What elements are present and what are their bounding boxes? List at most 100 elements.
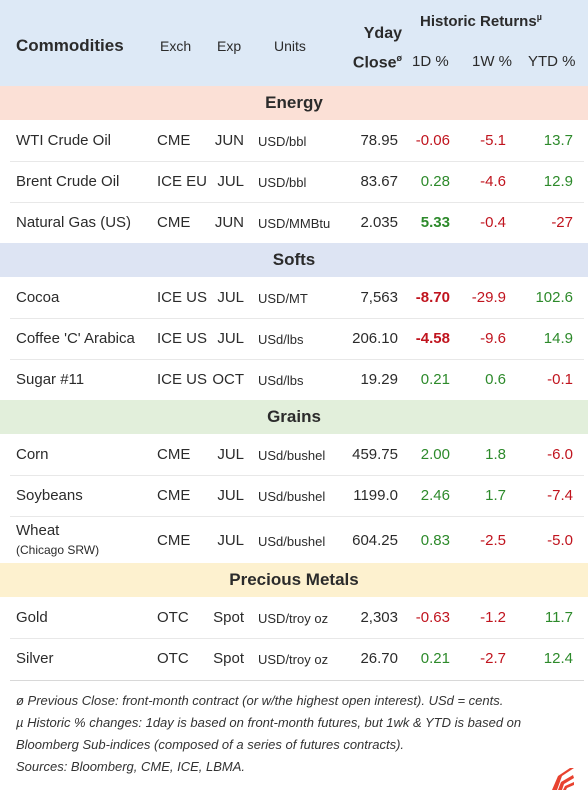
row-ytd: 13.7 bbox=[543, 132, 573, 149]
footnote-sources: Sources: Bloomberg, CME, ICE, LBMA. bbox=[16, 759, 246, 774]
row-close: 26.70 bbox=[360, 650, 398, 667]
header-units: Units bbox=[274, 38, 306, 54]
row-name: Silver bbox=[16, 650, 54, 667]
row-ytd: 102.6 bbox=[535, 289, 573, 306]
row-exp: JUL bbox=[217, 487, 244, 504]
table-bottom-divider bbox=[10, 680, 584, 681]
row-name: Gold bbox=[16, 609, 48, 626]
row-units: USD/troy oz bbox=[258, 611, 329, 626]
table-row-soybeans: Soybeans CME JUL USd/bushel 1199.0 2.46 … bbox=[0, 475, 588, 516]
row-close: 1199.0 bbox=[353, 487, 398, 504]
row-exp: Spot bbox=[213, 650, 244, 667]
row-close: 2,303 bbox=[360, 609, 398, 626]
footnotes: ø Previous Close: front-month contract (… bbox=[16, 690, 576, 778]
header-yday-close: Yday Closeø bbox=[330, 22, 402, 75]
table-row-brent: Brent Crude Oil ICE EU JUL USD/bbl 83.67… bbox=[0, 161, 588, 202]
row-1w: -2.5 bbox=[480, 532, 506, 549]
row-exp: JUL bbox=[217, 532, 244, 549]
row-exch: CME bbox=[157, 487, 191, 504]
header-exp: Exp bbox=[217, 38, 242, 54]
table-row-cocoa: Cocoa ICE US JUL USD/MT 7,563 -8.70 -29.… bbox=[0, 277, 588, 318]
row-exch: CME bbox=[157, 132, 191, 149]
row-units: USD/MMBtu bbox=[258, 216, 331, 231]
row-divider bbox=[10, 638, 584, 639]
row-divider bbox=[10, 318, 584, 319]
row-1d: 0.21 bbox=[420, 371, 450, 388]
row-close: 19.29 bbox=[360, 371, 398, 388]
footnote-historic-changes: µ Historic % changes: 1day is based on f… bbox=[16, 715, 522, 752]
row-ytd: 11.7 bbox=[544, 609, 573, 626]
row-units: USD/bbl bbox=[258, 134, 307, 149]
row-divider bbox=[10, 202, 584, 203]
row-close: 78.95 bbox=[360, 132, 398, 149]
header-1d: 1D % bbox=[412, 53, 449, 70]
header-ytd: YTD % bbox=[528, 53, 576, 70]
row-units: USd/bushel bbox=[258, 448, 326, 463]
header-historic-label: Historic Returns bbox=[420, 13, 537, 30]
row-1w: -9.6 bbox=[480, 330, 506, 347]
row-1d: 2.00 bbox=[420, 446, 450, 463]
row-exp: JUL bbox=[217, 289, 244, 306]
row-1d: -0.63 bbox=[415, 609, 450, 626]
row-divider bbox=[10, 475, 584, 476]
table-row-wheat: Wheat (Chicago SRW) CME JUL USd/bushel 6… bbox=[0, 516, 588, 563]
row-exch: CME bbox=[157, 532, 191, 549]
row-units: USd/lbs bbox=[258, 373, 304, 388]
table-row-coffee: Coffee 'C' Arabica ICE US JUL USd/lbs 20… bbox=[0, 318, 588, 359]
row-exch: ICE US bbox=[157, 289, 208, 306]
row-exp: JUL bbox=[217, 173, 244, 190]
row-ytd: -7.4 bbox=[547, 487, 573, 504]
row-name: Natural Gas (US) bbox=[16, 214, 132, 231]
row-close: 2.035 bbox=[360, 214, 398, 231]
row-exp: JUN bbox=[214, 214, 244, 231]
row-units: USd/bushel bbox=[258, 534, 326, 549]
row-1w: 0.6 bbox=[485, 371, 506, 388]
row-exch: CME bbox=[157, 446, 191, 463]
row-1d: 5.33 bbox=[420, 214, 450, 231]
header-close-sup: ø bbox=[396, 53, 403, 63]
section-softs: Softs bbox=[0, 243, 588, 277]
row-exch: ICE US bbox=[157, 330, 208, 347]
header-commodities: Commodities bbox=[16, 36, 124, 55]
row-name: Brent Crude Oil bbox=[16, 173, 120, 190]
row-1d: 0.28 bbox=[420, 173, 450, 190]
row-1d: -0.06 bbox=[415, 132, 450, 149]
table-row-natgas: Natural Gas (US) CME JUN USD/MMBtu 2.035… bbox=[0, 202, 588, 243]
table-row-corn: Corn CME JUL USd/bushel 459.75 2.00 1.8 … bbox=[0, 434, 588, 475]
row-units: USD/bbl bbox=[258, 175, 307, 190]
table-header: Commodities Exch Exp Units Yday Closeø Hi… bbox=[0, 0, 588, 86]
row-1w: -0.4 bbox=[480, 214, 506, 231]
header-historic-sup: µ bbox=[536, 12, 542, 22]
row-subname: (Chicago SRW) bbox=[16, 543, 100, 557]
header-yday: Yday bbox=[363, 25, 402, 42]
header-historic-returns: Historic Returnsµ bbox=[420, 12, 542, 30]
row-units: USd/bushel bbox=[258, 489, 326, 504]
table-row-sugar: Sugar #11 ICE US OCT USd/lbs 19.29 0.21 … bbox=[0, 359, 588, 400]
row-1d: 0.83 bbox=[420, 532, 450, 549]
row-ytd: -5.0 bbox=[547, 532, 573, 549]
row-divider bbox=[10, 161, 584, 162]
row-close: 459.75 bbox=[352, 446, 398, 463]
section-energy: Energy bbox=[0, 86, 588, 120]
row-exp: OCT bbox=[212, 371, 244, 388]
row-1w: -2.7 bbox=[480, 650, 506, 667]
row-1w: 1.8 bbox=[485, 446, 506, 463]
row-exp: JUL bbox=[217, 330, 244, 347]
row-name: Cocoa bbox=[16, 289, 60, 306]
section-grains: Grains bbox=[0, 400, 588, 434]
header-exch: Exch bbox=[160, 38, 192, 54]
row-exp: Spot bbox=[213, 609, 244, 626]
row-units: USD/troy oz bbox=[258, 652, 329, 667]
row-exch: ICE EU bbox=[157, 173, 208, 190]
red-stripes-logo-icon bbox=[552, 768, 574, 790]
row-units: USd/lbs bbox=[258, 332, 304, 347]
row-ytd: -0.1 bbox=[547, 371, 573, 388]
table-row-silver: Silver OTC Spot USD/troy oz 26.70 0.21 -… bbox=[0, 638, 588, 679]
row-exp: JUL bbox=[217, 446, 244, 463]
row-close: 7,563 bbox=[360, 289, 398, 306]
row-name: Sugar #11 bbox=[16, 371, 85, 388]
row-1d: -8.70 bbox=[415, 289, 450, 306]
row-1w: -1.2 bbox=[480, 609, 506, 626]
row-name: Soybeans bbox=[16, 487, 83, 504]
row-divider bbox=[10, 516, 584, 517]
